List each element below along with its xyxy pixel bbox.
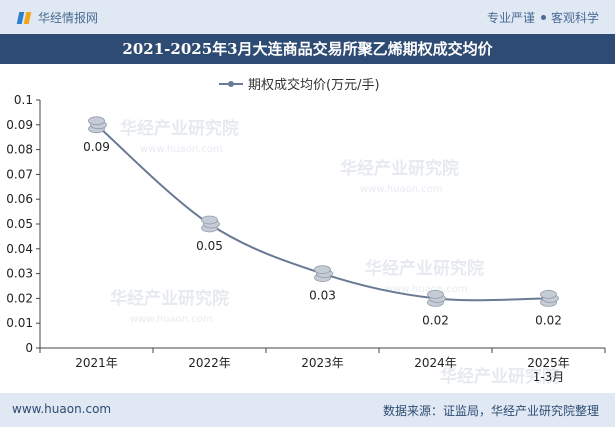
x-tick-label: 2025年 1-3月 (527, 356, 570, 384)
y-tick-label: 0.1 (14, 93, 33, 107)
legend-marker-icon (228, 81, 234, 87)
axes: 0 0.01 0.02 0.03 0.04 0.05 0.06 0.07 0.08 0.09 0.1… (6, 93, 606, 384)
x-tick-label: 2022年 (188, 356, 231, 370)
data-point (88, 116, 107, 134)
coin-marker-icon (427, 289, 444, 299)
data-label: 0.02 (422, 313, 449, 327)
tagline-professional: 专业严谨 (486, 11, 535, 25)
data-point (427, 289, 446, 307)
watermark-text: 华经产业研究院 (440, 366, 559, 387)
coin-marker-icon (314, 265, 331, 275)
y-tick-label: 0.01 (6, 316, 33, 330)
y-tick-label: 0.03 (6, 267, 33, 281)
legend-label: 期权成交均价(万元/手) (248, 77, 380, 93)
watermark-text: 华经产业研究院 (365, 258, 484, 279)
tagline: 专业严谨 客观科学 (487, 9, 599, 26)
y-tick-label: 0 (25, 341, 33, 355)
watermark-text: 华经产业研究院 (120, 118, 239, 139)
watermark-text: 华经产业研究院 (110, 288, 229, 309)
data-label: 0.09 (83, 140, 110, 154)
line-chart: 华经产业研究院 www.huaon.com 华经产业研究院 www.huaon.… (6, 77, 606, 387)
y-tick-label: 0.04 (6, 242, 33, 256)
brand: 华经情报网 (16, 9, 99, 26)
data-point (540, 289, 559, 307)
coin-marker-icon (88, 116, 105, 126)
bottom-banner: www.huaon.com 数据来源：证监局，华经产业研究院整理 (0, 393, 615, 427)
y-tick-label: 0.09 (6, 118, 33, 132)
watermark-url: www.huaon.com (360, 184, 443, 195)
coin-marker-icon (540, 289, 557, 299)
data-point (201, 215, 220, 233)
brand-name: 华经情报网 (38, 11, 99, 25)
watermark-url: www.huaon.com (130, 314, 213, 325)
watermark: 华经产业研究院 www.huaon.com 华经产业研究院 www.huaon.… (110, 118, 559, 387)
y-tick-label: 0.07 (6, 167, 33, 181)
coin-marker-icon (201, 215, 218, 225)
x-tick-label: 2023年 (301, 356, 344, 370)
series: 0.09 0.05 0.03 0.02 0.02 (83, 116, 562, 327)
watermark-url: www.huaon.com (385, 284, 468, 295)
data-label: 0.03 (309, 289, 336, 303)
data-source: 数据来源：证监局，华经产业研究院整理 (382, 404, 599, 418)
x-tick-label: 2024年 (414, 356, 457, 370)
data-label: 0.05 (196, 239, 223, 253)
y-tick-label: 0.02 (6, 291, 33, 305)
watermark-url: www.huaon.com (140, 144, 223, 155)
x-tick-label: 2021年 (75, 356, 118, 370)
y-tick-label: 0.06 (6, 192, 33, 206)
watermark-text: 华经产业研究院 (340, 158, 459, 179)
data-point (314, 265, 333, 283)
bullet-icon (540, 15, 546, 20)
chart-title: 2021-2025年3月大连商品交易所聚乙烯期权成交均价 (0, 34, 615, 64)
legend: 期权成交均价(万元/手) (219, 77, 380, 93)
huajing-logo-icon (16, 11, 32, 25)
site-url: www.huaon.com (12, 402, 112, 416)
tagline-objective: 客观科学 (550, 11, 599, 25)
top-banner: 华经情报网 专业严谨 客观科学 (0, 0, 615, 34)
y-tick-label: 0.08 (6, 143, 33, 157)
data-label: 0.02 (535, 313, 562, 327)
y-tick-label: 0.05 (6, 217, 33, 231)
